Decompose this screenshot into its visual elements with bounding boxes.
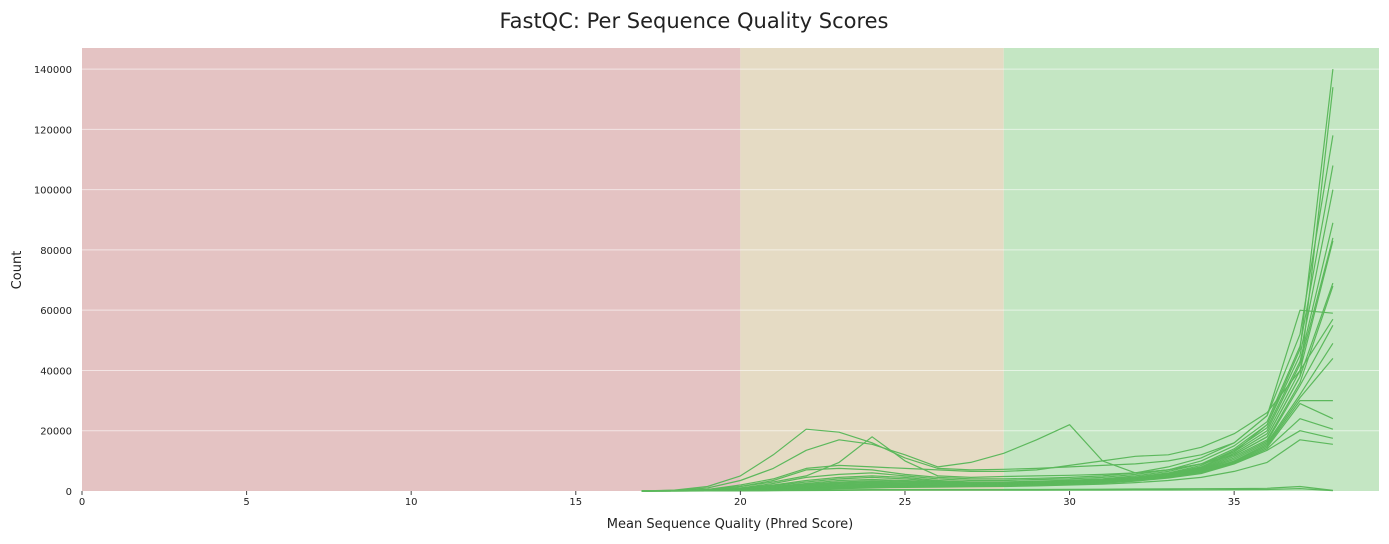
series-line-sample_01	[641, 309, 1333, 492]
series-line-sample_05	[641, 135, 1334, 492]
y-axis-label: Count	[10, 251, 25, 290]
x-axis-label: Mean Sequence Quality (Phred Score)	[607, 517, 853, 532]
y-tick-label: 20000	[40, 427, 72, 438]
y-tick-label: 80000	[40, 246, 72, 257]
x-tick-label: 25	[899, 497, 912, 508]
x-tick-label: 0	[79, 497, 85, 508]
series-line-sample_06	[641, 165, 1334, 492]
x-tick-label: 5	[243, 497, 249, 508]
x-tick-label: 15	[569, 497, 582, 508]
zone-warn	[740, 48, 1004, 491]
gridlines	[82, 68, 1379, 432]
quality-zones	[82, 48, 1379, 491]
y-tick-label: 140000	[34, 65, 72, 76]
x-tick-label: 30	[1063, 497, 1076, 508]
x-tick-label: 10	[405, 497, 418, 508]
series-line-sample_22	[641, 488, 1333, 492]
y-tick-label: 0	[66, 487, 72, 498]
x-tick-label: 35	[1228, 497, 1241, 508]
y-tick-label: 40000	[40, 366, 72, 377]
zone-pass	[1003, 48, 1379, 491]
series-line-sample_03	[641, 318, 1334, 492]
chart-title: FastQC: Per Sequence Quality Scores	[499, 9, 888, 33]
y-axis-ticks: 0 20000 40000 60000 80000 100000 120000 140000	[34, 65, 72, 498]
series-lines	[641, 69, 1334, 492]
x-tick-label: 20	[734, 497, 747, 508]
y-tick-label: 120000	[34, 125, 72, 136]
x-axis-ticks: 0 5 10 15 20 25 30 35	[79, 491, 1241, 508]
zone-fail	[82, 48, 741, 491]
y-tick-label: 100000	[34, 186, 72, 197]
y-tick-label: 60000	[40, 306, 72, 317]
